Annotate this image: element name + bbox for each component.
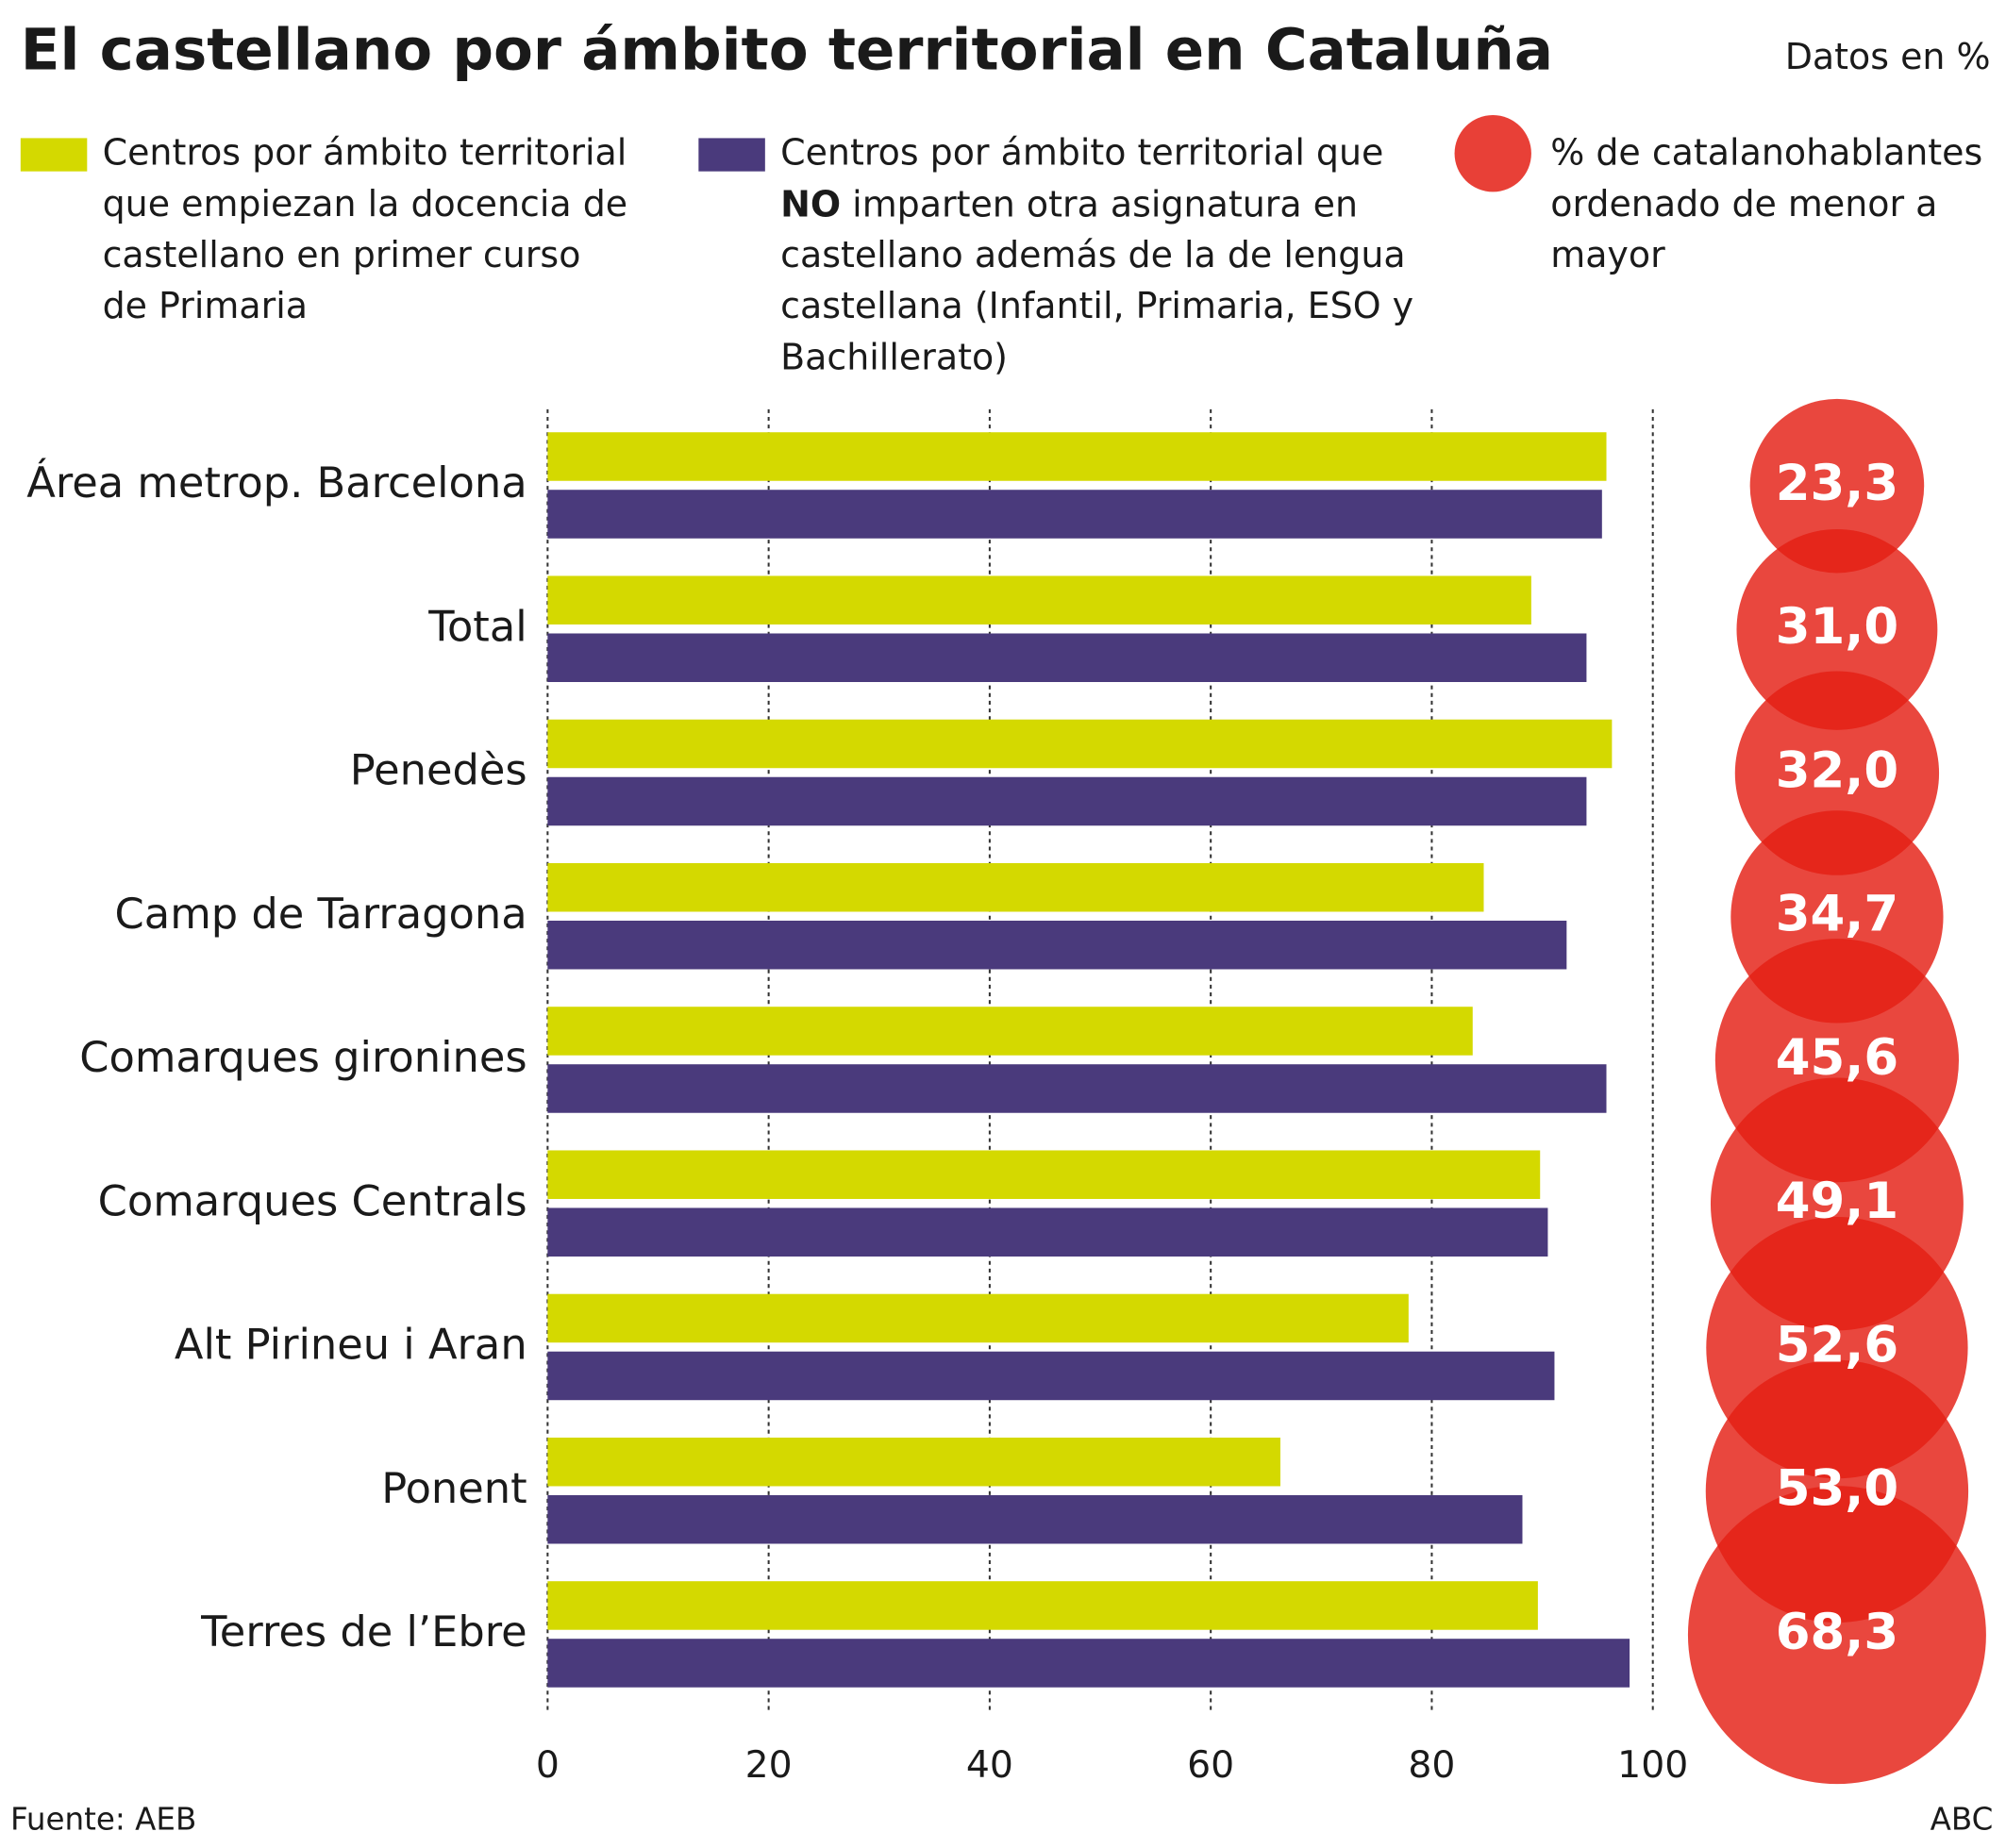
x-tick-label: 40 bbox=[966, 1744, 1013, 1787]
legend-swatch bbox=[698, 138, 765, 172]
bar bbox=[547, 1207, 1548, 1257]
data-label: 52,6 bbox=[1776, 1316, 1898, 1374]
bar bbox=[547, 1581, 1538, 1630]
legend-label: castellana (Infantil, Primaria, ESO y bbox=[780, 285, 1413, 326]
legend-label: de Primaria bbox=[103, 285, 308, 326]
bar bbox=[547, 1437, 1280, 1487]
bar bbox=[547, 920, 1567, 970]
legend-label: NO imparten otra asignatura en bbox=[780, 183, 1358, 225]
y-tick-label: Comarques Centrals bbox=[98, 1175, 527, 1225]
bubble bbox=[1736, 528, 1938, 730]
legend-label: castellano en primer curso bbox=[103, 234, 581, 275]
x-tick-label: 80 bbox=[1408, 1744, 1455, 1787]
bar bbox=[547, 432, 1607, 481]
bar bbox=[547, 862, 1484, 912]
data-label: 53,0 bbox=[1776, 1460, 1898, 1518]
legend-swatch bbox=[20, 138, 88, 172]
bar bbox=[547, 1351, 1555, 1401]
legend-label: mayor bbox=[1550, 234, 1665, 275]
legend-label-part: imparten otra asignatura en bbox=[841, 183, 1358, 225]
data-label: 23,3 bbox=[1776, 455, 1898, 512]
legend-label-part: NO bbox=[780, 183, 841, 225]
y-tick-label: Comarques gironines bbox=[79, 1032, 527, 1082]
y-tick-label: Alt Pirineu i Aran bbox=[175, 1320, 527, 1370]
credit: ABC bbox=[1931, 1802, 1994, 1838]
source: Fuente: AEB bbox=[10, 1802, 196, 1838]
data-label: 49,1 bbox=[1776, 1173, 1898, 1230]
legend-label: Centros por ámbito territorial que bbox=[780, 132, 1383, 174]
data-label: 45,6 bbox=[1776, 1029, 1898, 1087]
chart-title: El castellano por ámbito territorial en … bbox=[21, 17, 1553, 84]
legend-swatch bbox=[1454, 115, 1531, 192]
subtitle: Datos en % bbox=[1785, 36, 1991, 77]
legend-label: % de catalanohablantes bbox=[1550, 132, 1982, 174]
bar bbox=[547, 575, 1531, 624]
bar bbox=[547, 719, 1613, 769]
y-tick-label: Total bbox=[427, 601, 527, 651]
x-tick-label: 100 bbox=[1617, 1744, 1688, 1787]
bar bbox=[547, 776, 1587, 826]
x-tick-label: 20 bbox=[745, 1744, 793, 1787]
legend-label: que empiezan la docencia de bbox=[103, 183, 628, 225]
x-tick-label: 0 bbox=[536, 1744, 560, 1787]
data-label: 32,0 bbox=[1776, 741, 1898, 799]
data-label: 31,0 bbox=[1776, 598, 1898, 656]
y-tick-label: Área metrop. Barcelona bbox=[26, 458, 527, 508]
bar bbox=[547, 1007, 1473, 1056]
bubble bbox=[1687, 1486, 1986, 1785]
bar bbox=[547, 1064, 1607, 1113]
bar bbox=[547, 490, 1602, 539]
legend-label: castellano además de la de lengua bbox=[780, 234, 1406, 275]
legend-label: Bachillerato) bbox=[780, 336, 1008, 377]
bar bbox=[547, 633, 1587, 682]
y-tick-label: Ponent bbox=[381, 1463, 527, 1513]
data-label: 68,3 bbox=[1776, 1604, 1898, 1661]
bar bbox=[547, 1293, 1409, 1343]
bar bbox=[547, 1494, 1523, 1544]
y-tick-label: Camp de Tarragona bbox=[115, 889, 527, 939]
y-tick-label: Penedès bbox=[350, 745, 527, 795]
data-label: 34,7 bbox=[1776, 886, 1898, 943]
legend-label: Centros por ámbito territorial bbox=[103, 132, 627, 174]
bar bbox=[547, 1150, 1541, 1199]
bubble bbox=[1749, 398, 1925, 574]
legend-label: ordenado de menor a bbox=[1550, 183, 1937, 225]
y-tick-label: Terres de l’Ebre bbox=[200, 1607, 527, 1657]
bar bbox=[547, 1639, 1630, 1688]
x-tick-label: 60 bbox=[1187, 1744, 1234, 1787]
